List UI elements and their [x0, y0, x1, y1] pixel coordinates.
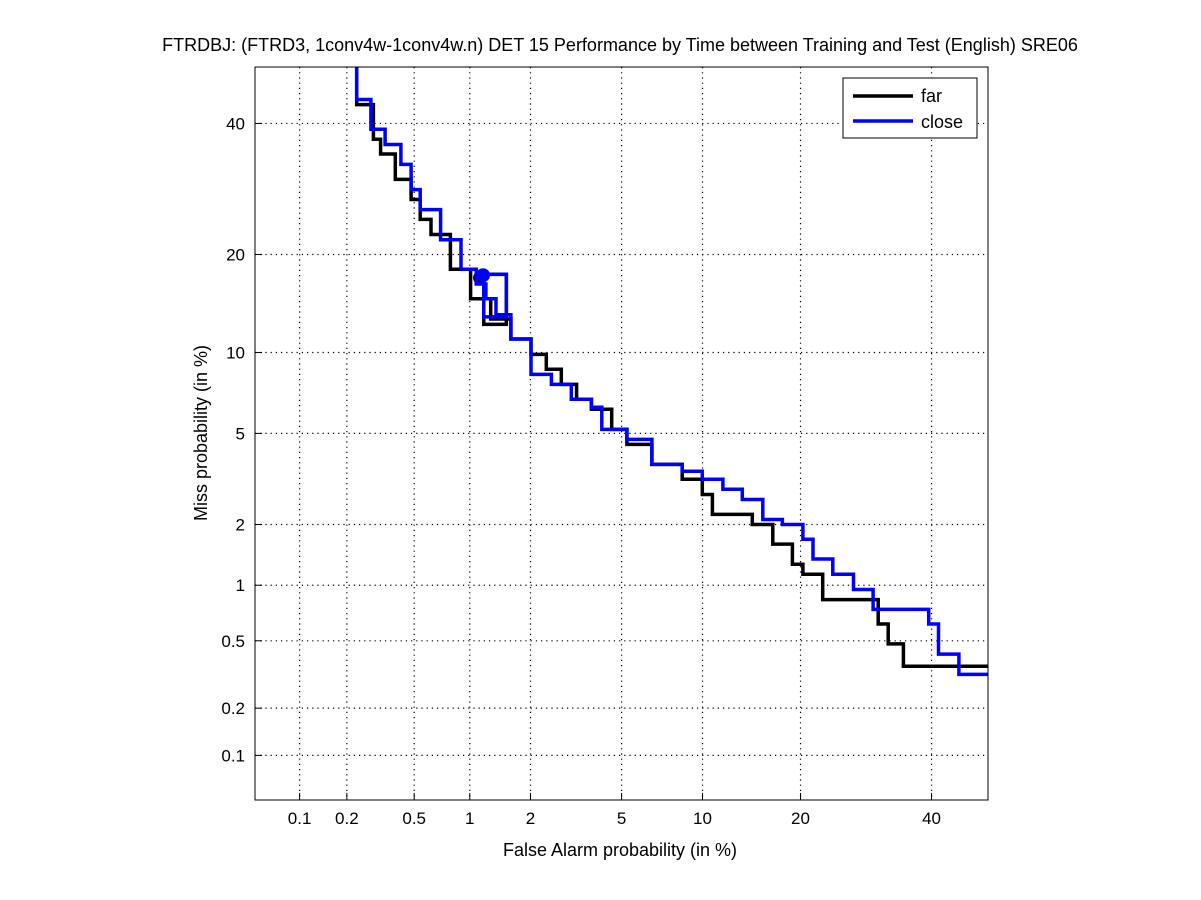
chart-title: FTRDBJ: (FTRD3, 1conv4w-1conv4w.n) DET 1… — [162, 35, 1078, 55]
x-tick-label: 0.5 — [402, 809, 426, 828]
legend-box — [842, 77, 978, 139]
x-tick-label: 20 — [791, 809, 810, 828]
ticks: 0.1 0.2 0.5 1 2 5 10 20 40 0.1 0.2 0.5 1 2 5 10 20 40 — [221, 114, 941, 828]
x-tick-label: 10 — [693, 809, 712, 828]
y-tick-label: 40 — [226, 114, 245, 133]
y-tick-label: 10 — [226, 343, 245, 362]
y-tick-label: 0.2 — [221, 699, 245, 718]
series-line-close — [354, 67, 988, 677]
y-tick-label: 20 — [226, 245, 245, 264]
x-tick-label: 5 — [617, 809, 626, 828]
series-layer — [354, 67, 988, 677]
y-tick-label: 0.1 — [221, 746, 245, 765]
grid — [255, 67, 988, 800]
legend-label-close: close — [921, 112, 963, 132]
y-axis-label: Miss probability (in %) — [191, 345, 211, 521]
y-tick-label: 5 — [236, 424, 245, 443]
y-tick-label: 1 — [236, 576, 245, 595]
min-dcf-marker-close — [476, 268, 491, 283]
x-tick-label: 40 — [922, 809, 941, 828]
x-axis-label: False Alarm probability (in %) — [503, 840, 737, 860]
x-tick-label: 0.2 — [335, 809, 359, 828]
legend-label-far: far — [921, 86, 942, 106]
confidence-box-close — [482, 272, 509, 319]
y-tick-label: 0.5 — [221, 632, 245, 651]
legend: far close — [842, 77, 978, 139]
x-tick-label: 2 — [526, 809, 535, 828]
y-tick-label: 2 — [236, 515, 245, 534]
series-line-far — [354, 67, 988, 669]
x-tick-label: 1 — [465, 809, 474, 828]
x-tick-label: 0.1 — [288, 809, 312, 828]
